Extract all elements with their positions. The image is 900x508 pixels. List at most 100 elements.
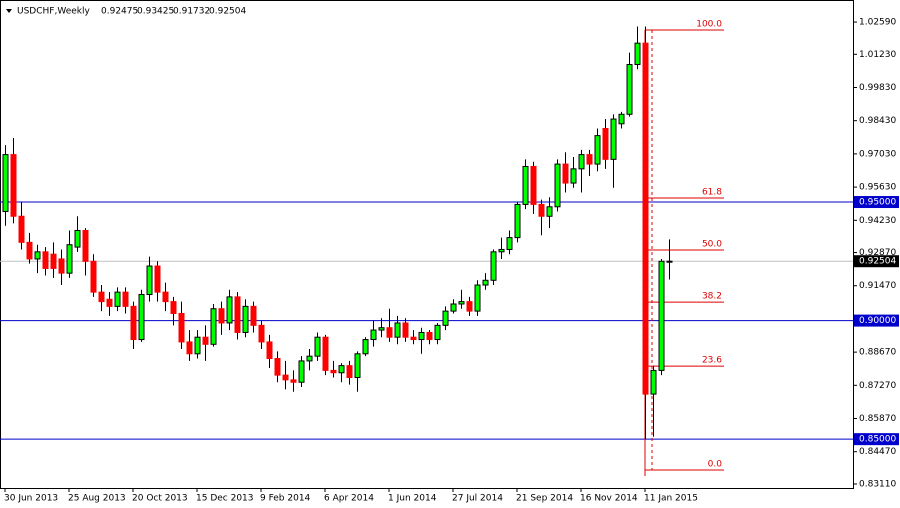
- candle-body: [658, 260, 665, 371]
- candle-body: [250, 305, 257, 326]
- candle: [106, 292, 113, 316]
- header-high: 0.93425: [137, 7, 174, 17]
- candle-body: [106, 298, 113, 307]
- x-tick-label: 9 Feb 2014: [260, 494, 311, 504]
- candle-body: [610, 118, 617, 160]
- candle-body: [90, 260, 97, 293]
- candle: [266, 334, 273, 369]
- candle: [218, 301, 225, 335]
- candle-body: [50, 253, 57, 269]
- candle-body: [354, 353, 361, 379]
- candle-body: [82, 229, 89, 262]
- candle-body: [538, 203, 545, 217]
- candle: [410, 330, 417, 345]
- x-tick-label: 21 Sep 2014: [516, 494, 573, 504]
- candle: [634, 26, 641, 70]
- candle: [610, 114, 617, 188]
- candle: [314, 332, 321, 361]
- hline-label: 0.95000: [859, 198, 896, 208]
- candle: [450, 299, 457, 314]
- candle-body: [554, 163, 561, 208]
- candle-body: [410, 336, 417, 341]
- candle: [482, 273, 489, 290]
- candle-body: [562, 163, 569, 184]
- candle: [490, 249, 497, 286]
- candle-body: [330, 369, 337, 374]
- candle: [226, 289, 233, 331]
- candle: [562, 152, 569, 193]
- candle: [362, 337, 369, 357]
- candle-body: [570, 168, 577, 184]
- candle-body: [418, 331, 425, 341]
- candle: [98, 285, 105, 312]
- candle: [146, 256, 153, 302]
- candle-body: [74, 229, 81, 248]
- header-open: 0.92475: [101, 7, 138, 17]
- candle: [626, 52, 633, 117]
- candle-body: [546, 206, 553, 217]
- candle-body: [162, 291, 169, 303]
- candle-body: [258, 324, 265, 343]
- candle: [26, 232, 33, 264]
- y-tick-label: 0.94230: [859, 216, 896, 226]
- candle: [234, 292, 241, 340]
- candle-body: [314, 336, 321, 357]
- x-tick-label: 6 Apr 2014: [324, 494, 374, 504]
- candle-body: [634, 42, 641, 65]
- candle: [322, 334, 329, 376]
- candle: [258, 320, 265, 350]
- y-tick-label: 0.88670: [859, 348, 896, 358]
- y-tick-label: 0.87270: [859, 381, 896, 391]
- candle-body: [98, 291, 105, 303]
- candle: [34, 244, 41, 274]
- x-tick-label: 30 Jun 2013: [4, 494, 58, 504]
- candle-body: [170, 301, 177, 314]
- candle-body: [266, 341, 273, 360]
- candle: [74, 216, 81, 252]
- candle: [370, 320, 377, 347]
- candle: [602, 119, 609, 169]
- candle-body: [58, 258, 65, 274]
- candle: [90, 254, 97, 297]
- candle-body: [522, 165, 529, 205]
- candle: [186, 330, 193, 361]
- menu-triangle[interactable]: [6, 9, 12, 13]
- candle-body: [226, 296, 233, 324]
- candle-body: [594, 135, 601, 165]
- candle-body: [458, 301, 465, 305]
- fibo-label: 0.0: [708, 459, 723, 469]
- x-tick-label: 27 Jul 2014: [452, 494, 503, 504]
- candle-body: [578, 154, 585, 170]
- candle-body: [514, 203, 521, 239]
- header-close: 0.92504: [209, 7, 246, 17]
- fibo-label: 50.0: [702, 239, 722, 249]
- candle-body: [34, 251, 41, 260]
- y-tick-label: 0.84470: [859, 447, 896, 457]
- candle-body: [394, 322, 401, 338]
- candle-body: [602, 128, 609, 160]
- y-tick-label: 0.85870: [859, 414, 896, 424]
- candle: [474, 280, 481, 316]
- candle: [378, 318, 385, 338]
- fibo-label: 100.0: [696, 19, 722, 29]
- candle: [18, 202, 25, 250]
- candle-body: [218, 308, 225, 324]
- candle-body: [618, 113, 625, 125]
- x-tick-label: 25 Aug 2013: [68, 494, 126, 504]
- header-low: 0.91732: [173, 7, 210, 17]
- candle: [530, 161, 537, 214]
- candle-body: [666, 260, 673, 263]
- candle: [618, 111, 625, 129]
- price-label: 0.92504: [859, 257, 896, 267]
- candle-body: [626, 63, 633, 115]
- plot-border: [0, 0, 854, 489]
- y-tick-label: 0.98430: [859, 116, 896, 126]
- candle-body: [146, 265, 153, 296]
- candle-body: [466, 301, 473, 312]
- candle: [650, 365, 657, 437]
- candle: [458, 289, 465, 309]
- candle-body: [450, 303, 457, 312]
- candle-body: [122, 291, 129, 307]
- candle-body: [338, 365, 345, 374]
